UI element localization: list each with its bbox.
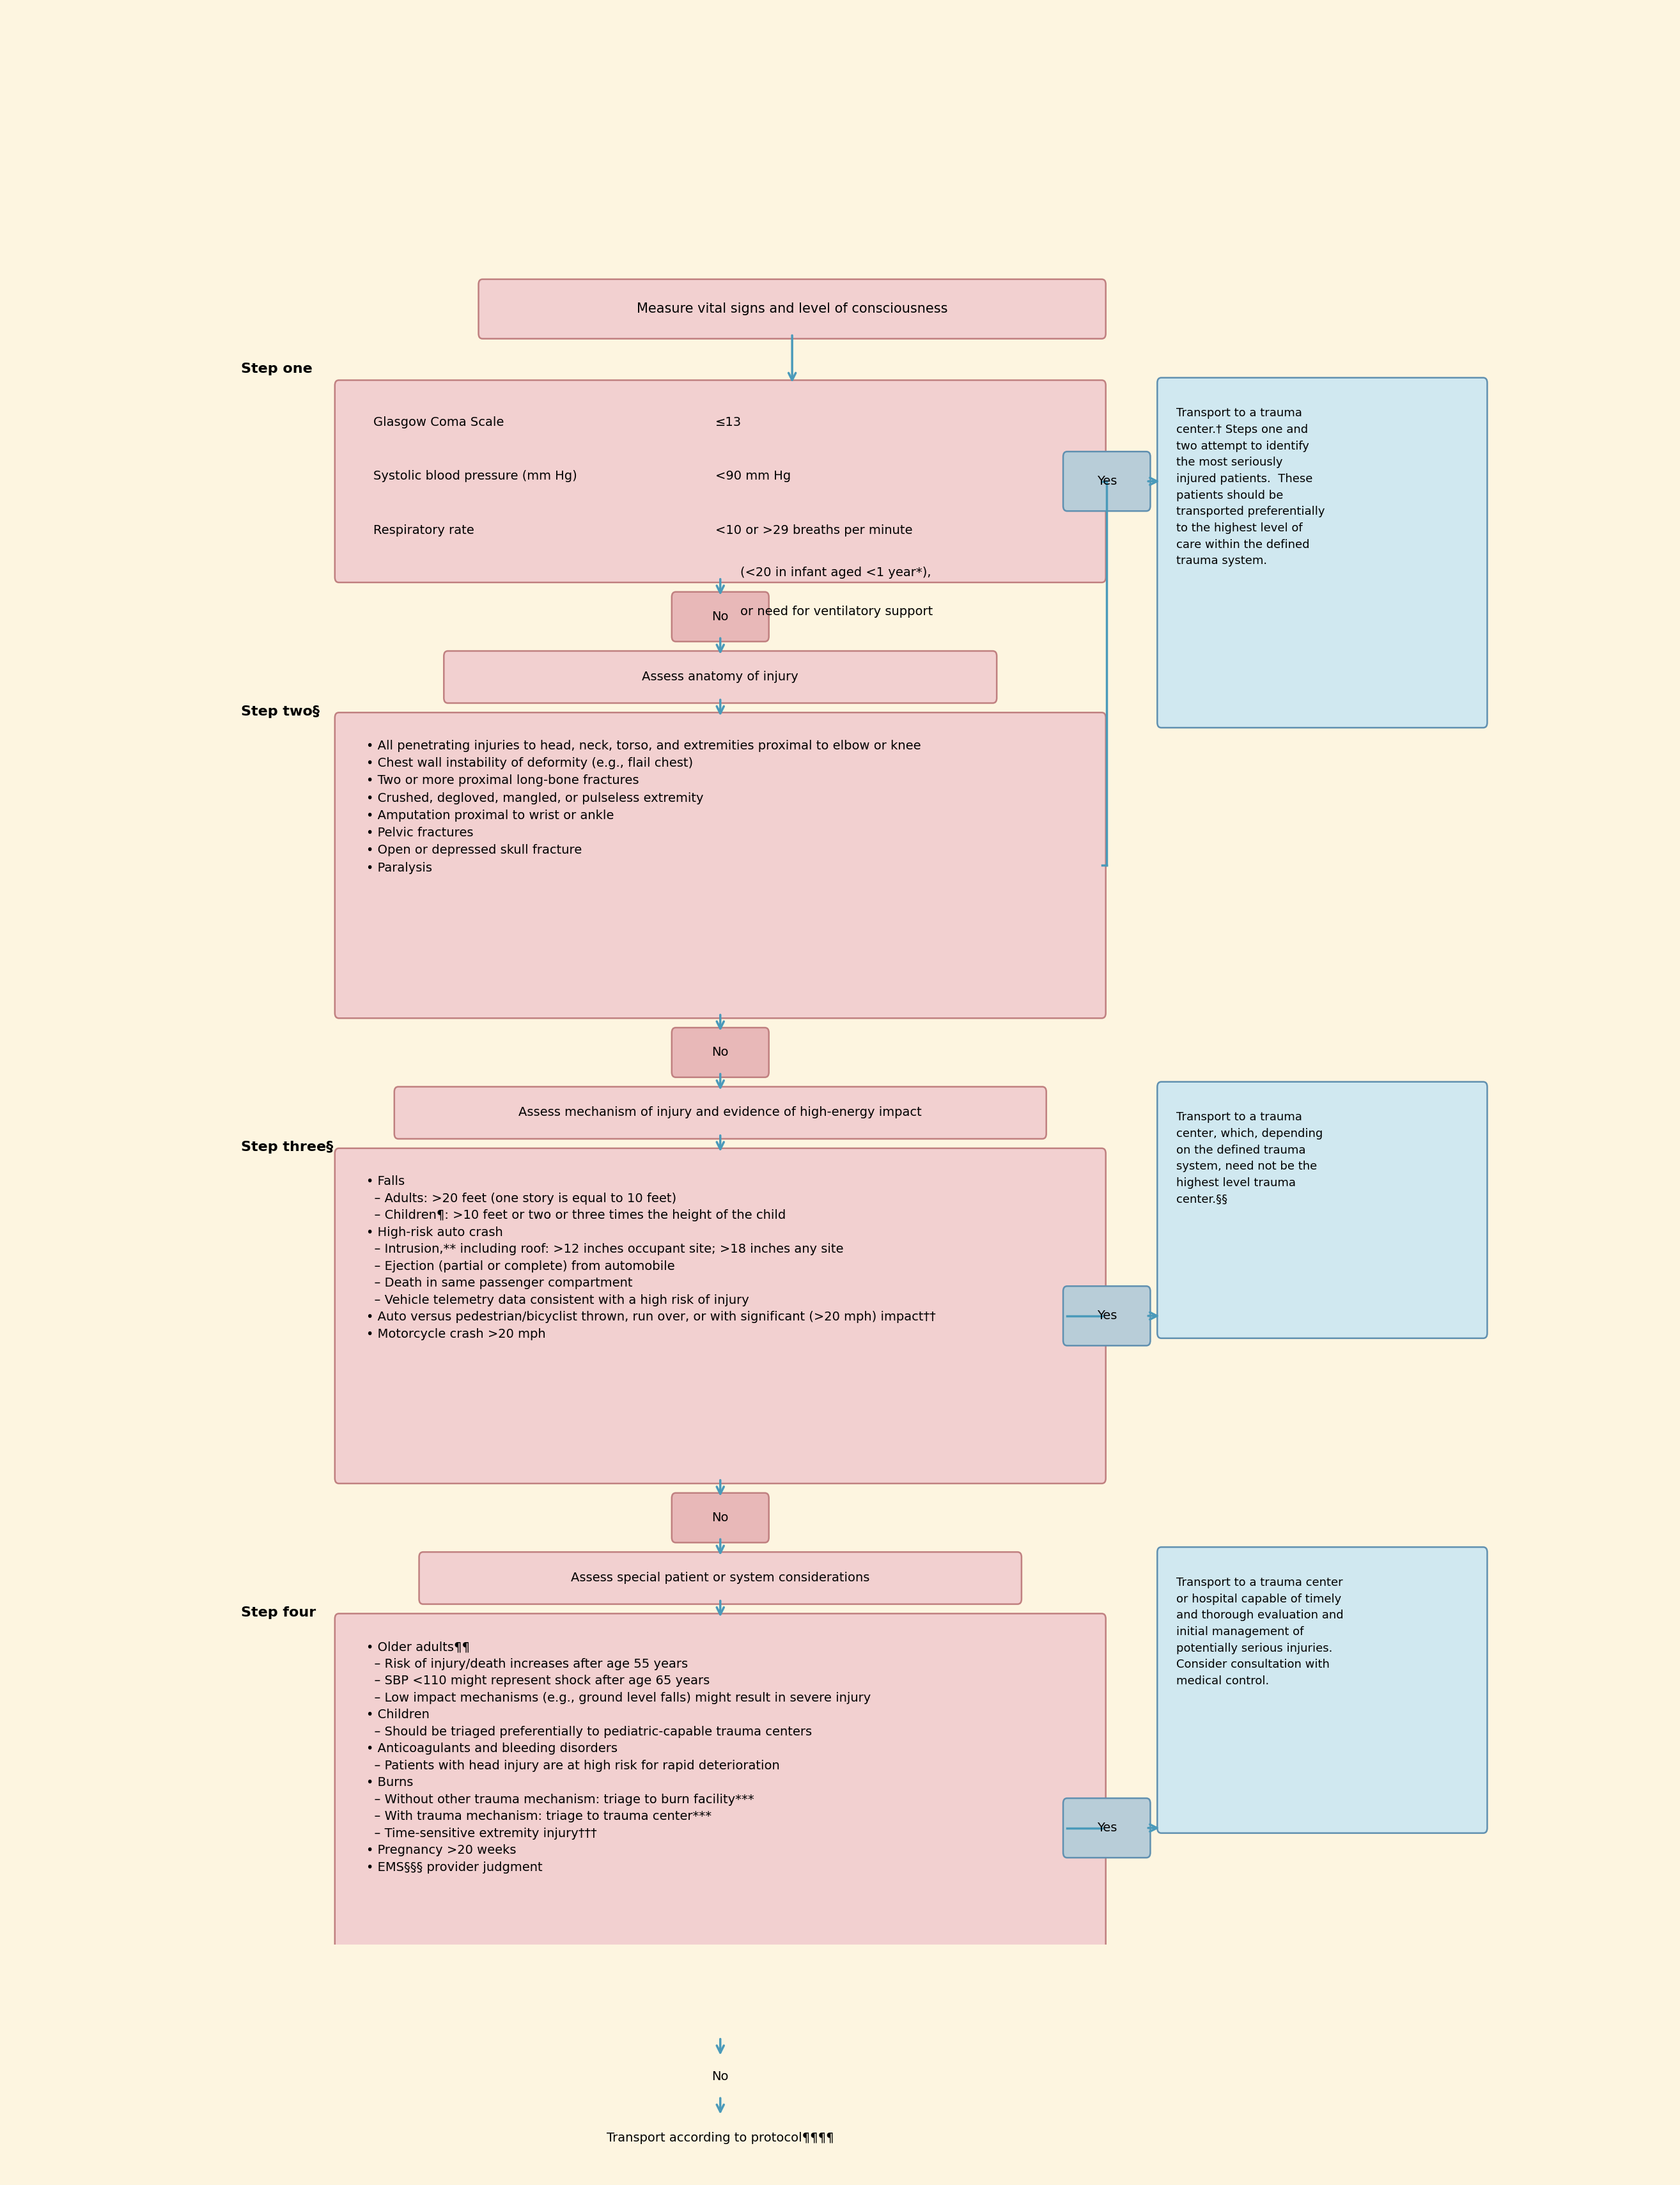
FancyBboxPatch shape — [672, 592, 769, 642]
Text: No: No — [712, 1047, 729, 1058]
Text: Transport to a trauma center
or hospital capable of timely
and thorough evaluati: Transport to a trauma center or hospital… — [1176, 1578, 1344, 1687]
Text: • Falls
  – Adults: >20 feet (one story is equal to 10 feet)
  – Children¶: >10 : • Falls – Adults: >20 feet (one story is… — [366, 1176, 936, 1339]
Text: Respiratory rate: Respiratory rate — [373, 524, 474, 538]
FancyBboxPatch shape — [672, 1027, 769, 1077]
Text: Transport to a trauma
center, which, depending
on the defined trauma
system, nee: Transport to a trauma center, which, dep… — [1176, 1112, 1322, 1206]
FancyBboxPatch shape — [334, 1613, 1105, 2043]
FancyBboxPatch shape — [1158, 378, 1487, 728]
Text: Systolic blood pressure (mm Hg): Systolic blood pressure (mm Hg) — [373, 470, 578, 483]
Text: • All penetrating injuries to head, neck, torso, and extremities proximal to elb: • All penetrating injuries to head, neck… — [366, 741, 921, 874]
Text: Step four: Step four — [240, 1606, 316, 1619]
Text: Glasgow Coma Scale: Glasgow Coma Scale — [373, 415, 504, 428]
Text: <90 mm Hg: <90 mm Hg — [716, 470, 791, 483]
FancyBboxPatch shape — [1158, 1082, 1487, 1337]
Text: <10 or >29 breaths per minute: <10 or >29 breaths per minute — [716, 524, 912, 538]
Text: No: No — [712, 1512, 729, 1523]
Text: ≤13: ≤13 — [716, 415, 741, 428]
Text: Yes: Yes — [1097, 474, 1117, 487]
Text: or need for ventilatory support: or need for ventilatory support — [741, 605, 932, 618]
Text: Transport according to protocol¶¶¶¶: Transport according to protocol¶¶¶¶ — [606, 2133, 833, 2143]
Text: No: No — [712, 2071, 729, 2082]
Text: No: No — [712, 610, 729, 623]
Text: Assess mechanism of injury and evidence of high-energy impact: Assess mechanism of injury and evidence … — [519, 1106, 922, 1119]
Text: Step two§: Step two§ — [240, 706, 319, 719]
FancyBboxPatch shape — [395, 1086, 1047, 1138]
Text: Step one: Step one — [240, 363, 312, 376]
FancyBboxPatch shape — [1063, 452, 1151, 511]
FancyBboxPatch shape — [418, 1551, 1021, 1604]
Text: Measure vital signs and level of consciousness: Measure vital signs and level of conscio… — [637, 302, 948, 315]
FancyBboxPatch shape — [334, 380, 1105, 583]
Text: Yes: Yes — [1097, 1822, 1117, 1833]
FancyBboxPatch shape — [444, 651, 996, 704]
FancyBboxPatch shape — [479, 280, 1105, 339]
Text: Assess special patient or system considerations: Assess special patient or system conside… — [571, 1571, 870, 1584]
FancyBboxPatch shape — [672, 2052, 769, 2102]
FancyBboxPatch shape — [334, 712, 1105, 1018]
FancyBboxPatch shape — [469, 2111, 973, 2165]
FancyBboxPatch shape — [334, 1149, 1105, 1484]
Text: (<20 in infant aged <1 year*),: (<20 in infant aged <1 year*), — [741, 566, 931, 579]
FancyBboxPatch shape — [672, 1492, 769, 1543]
Text: • Older adults¶¶
  – Risk of injury/death increases after age 55 years
  – SBP <: • Older adults¶¶ – Risk of injury/death … — [366, 1641, 870, 1873]
Text: Yes: Yes — [1097, 1309, 1117, 1322]
FancyBboxPatch shape — [1063, 1287, 1151, 1346]
FancyBboxPatch shape — [1063, 1798, 1151, 1857]
FancyBboxPatch shape — [1158, 1547, 1487, 1833]
Text: Transport to a trauma
center.† Steps one and
two attempt to identify
the most se: Transport to a trauma center.† Steps one… — [1176, 406, 1326, 566]
Text: Step three§: Step three§ — [240, 1141, 333, 1154]
Text: Assess anatomy of injury: Assess anatomy of injury — [642, 671, 798, 684]
